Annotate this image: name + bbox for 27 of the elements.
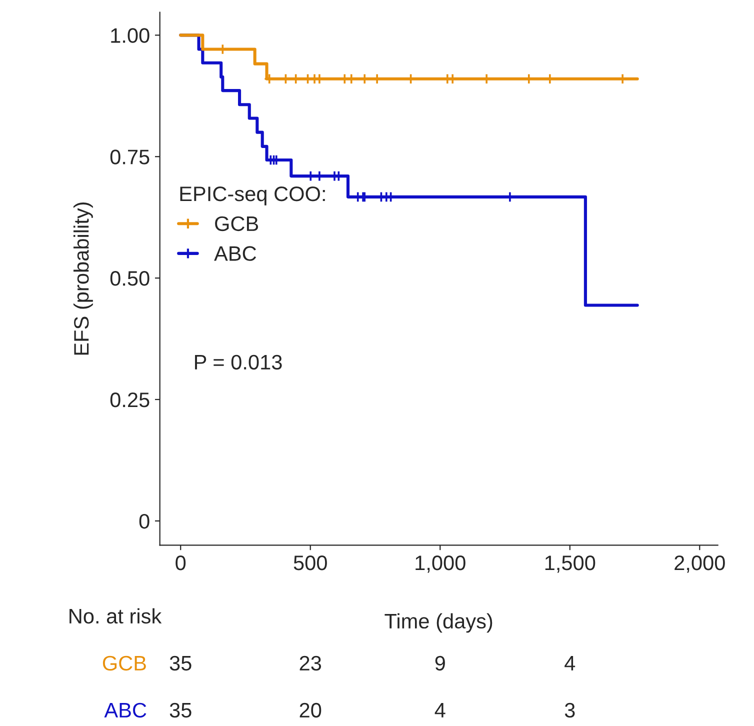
text: 4 xyxy=(434,703,446,718)
legend-title: EPIC-seq COO: xyxy=(180,186,325,206)
x-tick-label: 1,500 xyxy=(545,556,596,573)
x-tick-label: 2,000 xyxy=(674,556,725,573)
text: GCB xyxy=(102,656,146,671)
text: 35 xyxy=(170,656,192,671)
y-tick-label: 0.75 xyxy=(110,150,150,164)
text: 23 xyxy=(300,656,322,671)
x-tick-label: 0 xyxy=(176,556,186,570)
x-axis-title: Time (days) xyxy=(384,613,492,633)
x-tick-label: 1,000 xyxy=(416,556,466,573)
text: 20 xyxy=(300,702,322,718)
annotation: P = 0.013 xyxy=(195,354,282,370)
text: ABC xyxy=(104,702,146,718)
text: 9 xyxy=(435,656,445,671)
y-tick-label: 1.00 xyxy=(111,28,150,43)
legend-label: GCB xyxy=(215,216,258,232)
y-tick-label: 0 xyxy=(139,514,150,529)
x-tick-label: 500 xyxy=(294,556,327,570)
y-axis-title: EFS (probability) xyxy=(73,202,93,355)
legend-label: ABC xyxy=(214,246,256,261)
y-tick-label: 0.50 xyxy=(110,271,150,286)
text: 3 xyxy=(564,702,575,718)
text: No. at risk xyxy=(70,608,162,624)
text: 35 xyxy=(170,702,192,718)
text: 4 xyxy=(564,656,576,670)
y-tick-label: 0.25 xyxy=(110,392,150,408)
